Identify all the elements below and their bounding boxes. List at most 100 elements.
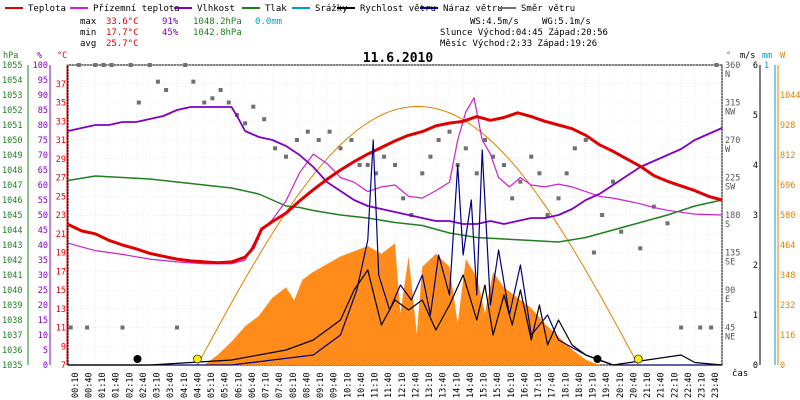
tick-x-25: 12:40: [411, 372, 421, 398]
tick-x-33: 16:40: [520, 372, 530, 398]
wind-dir-point-12: [175, 325, 179, 330]
tick-hpa-7: 1048: [2, 166, 22, 176]
moon-marker-0: [133, 355, 142, 363]
tick-temp-14: 9: [61, 342, 66, 352]
tick-dir-name-1: NW: [725, 108, 736, 118]
tick-dir-name-0: N: [725, 70, 730, 80]
stat-max-humidity: 91%: [162, 17, 179, 27]
tick-dir-name-2: W: [725, 145, 731, 155]
tick-w-6: 348: [780, 271, 795, 281]
axis-hpa-label: hPa: [3, 51, 18, 61]
series-solar-area: [68, 243, 722, 365]
tick-hpa-3: 1052: [2, 106, 22, 116]
tick-hpa-6: 1049: [2, 151, 22, 161]
tick-x-28: 14:10: [452, 372, 462, 398]
wind-dir-point-22: [262, 117, 267, 122]
axis-w-label: W: [780, 51, 786, 61]
tick-x-1: 00:40: [84, 372, 94, 398]
wind-dir-point-38: [420, 171, 425, 176]
tick-pct-4: 80: [38, 121, 48, 131]
series-pressure: [67, 175, 723, 243]
tick-temp-12: 13: [56, 305, 66, 315]
tick-w-5: 464: [780, 241, 795, 251]
tick-pct-20: 0: [43, 361, 48, 371]
info-wind-speed: WS:4.5m/s: [470, 17, 519, 27]
wind-dir-point-60: [619, 229, 624, 234]
axis-mm-label: mm: [762, 51, 772, 61]
legend-item-7: Směr větru: [521, 4, 575, 14]
stat-min-label: min: [80, 28, 96, 38]
tick-x-46: 23:10: [698, 372, 708, 398]
tick-hpa-16: 1039: [2, 301, 22, 311]
stat-min-pressure: 1042.8hPa: [193, 28, 242, 38]
tick-hpa-19: 1036: [2, 346, 22, 356]
tick-hpa-9: 1046: [2, 196, 22, 206]
info-moon: Měsíc Východ:2:33 Západ:19:26: [440, 39, 597, 49]
wind-dir-point-34: [382, 154, 387, 159]
wind-dir-point-1: [76, 63, 81, 67]
tick-dir-3: 225: [725, 174, 740, 184]
tick-x-7: 03:40: [166, 372, 176, 398]
tick-dir-2: 270: [725, 136, 740, 146]
tick-x-19: 09:40: [330, 372, 340, 398]
wind-dir-point-9: [147, 63, 152, 67]
sun-marker-0: [193, 354, 202, 364]
wind-dir-point-50: [529, 154, 534, 159]
tick-x-39: 19:40: [602, 372, 612, 398]
axis-pct-label: %: [37, 51, 42, 61]
wind-dir-point-62: [651, 204, 656, 209]
wind-dir-point-61: [638, 246, 643, 251]
tick-x-44: 22:10: [670, 372, 680, 398]
tick-w-7: 232: [780, 301, 795, 311]
tick-temp-8: 21: [56, 230, 66, 240]
tick-x-43: 21:40: [657, 372, 667, 398]
tick-dir-name-6: E: [725, 295, 730, 305]
wind-dir-point-5: [109, 63, 114, 67]
tick-x-21: 10:40: [357, 372, 367, 398]
tick-pct-13: 35: [38, 256, 48, 266]
tick-dir-name-3: SW: [725, 183, 736, 193]
wind-dir-point-16: [210, 96, 215, 101]
tick-x-27: 13:40: [439, 372, 449, 398]
stat-max-label: max: [80, 17, 97, 27]
wind-dir-point-43: [463, 146, 468, 151]
tick-dir-1: 315: [725, 99, 740, 109]
wind-dir-point-51: [537, 171, 542, 176]
tick-pct-3: 85: [38, 106, 48, 116]
tick-hpa-2: 1053: [2, 91, 22, 101]
tick-hpa-12: 1043: [2, 241, 22, 251]
tick-hpa-17: 1038: [2, 316, 22, 326]
tick-dir-6: 90: [725, 286, 735, 296]
axis-dir-label: °: [726, 51, 731, 61]
stat-avg-label: avg: [80, 39, 96, 49]
tick-hpa-15: 1040: [2, 286, 22, 296]
wind-dir-point-52: [545, 213, 550, 217]
tick-temp-2: 33: [56, 117, 66, 127]
axis-ms-label: m/s: [740, 51, 755, 61]
wind-dir-point-55: [572, 146, 577, 151]
tick-temp-11: 15: [56, 286, 66, 296]
wind-dir-point-39: [428, 154, 433, 159]
tick-temp-6: 25: [56, 192, 66, 202]
tick-x-35: 17:40: [548, 372, 558, 398]
series-wind-speed: [68, 269, 723, 366]
chart-title: 11.6.2010: [363, 51, 434, 66]
tick-hpa-14: 1041: [2, 271, 22, 281]
tick-temp-1: 35: [56, 99, 66, 109]
tick-x-37: 18:40: [575, 372, 585, 398]
tick-dir-name-4: S: [725, 220, 730, 230]
tick-pct-18: 10: [38, 331, 48, 341]
legend-item-4: Srážky: [315, 4, 348, 14]
wind-dir-point-24: [284, 154, 288, 159]
tick-x-22: 11:10: [371, 372, 381, 398]
tick-hpa-0: 1055: [2, 61, 22, 71]
wind-dir-point-66: [709, 325, 714, 330]
series-ground-temp: [67, 97, 723, 265]
series-gust: [68, 139, 722, 366]
wind-dir-point-26: [305, 129, 310, 134]
tick-x-13: 06:40: [248, 372, 258, 398]
tick-hpa-5: 1050: [2, 136, 22, 146]
tick-pct-8: 60: [38, 181, 48, 191]
tick-temp-4: 29: [56, 155, 66, 165]
